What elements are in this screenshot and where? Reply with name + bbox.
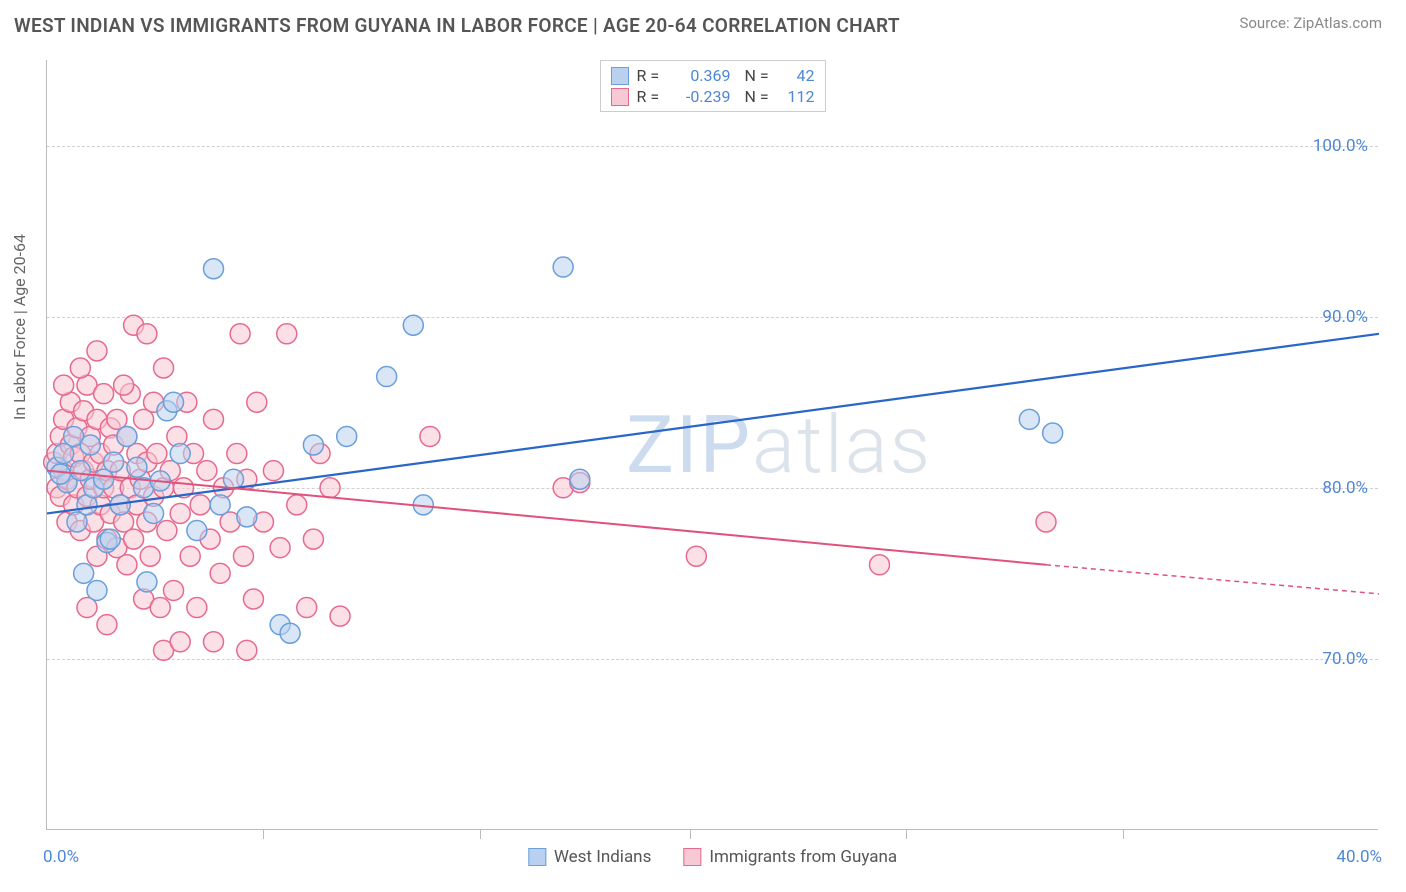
data-point <box>170 444 190 464</box>
data-point <box>1036 512 1056 532</box>
data-point <box>287 495 307 515</box>
data-point <box>87 341 107 361</box>
data-point <box>150 598 170 618</box>
legend-item-0: West Indians <box>528 847 652 867</box>
data-point <box>330 606 350 626</box>
y-axis-label: In Labor Force | Age 20-64 <box>10 234 29 420</box>
data-point <box>94 384 114 404</box>
data-point <box>87 580 107 600</box>
x-tick <box>263 829 264 839</box>
data-point <box>686 546 706 566</box>
data-point <box>280 623 300 643</box>
legend-item-1: Immigrants from Guyana <box>683 847 897 867</box>
data-point <box>237 507 257 527</box>
data-point <box>157 521 177 541</box>
data-point <box>403 315 423 335</box>
data-point <box>187 521 207 541</box>
legend-label-0: West Indians <box>554 847 652 867</box>
data-point <box>70 358 90 378</box>
data-point <box>320 478 340 498</box>
data-point <box>204 632 224 652</box>
data-point <box>124 529 144 549</box>
scatter-svg <box>47 60 1378 829</box>
data-point <box>1043 423 1063 443</box>
data-point <box>210 563 230 583</box>
data-point <box>204 259 224 279</box>
data-point <box>303 435 323 455</box>
data-point <box>170 503 190 523</box>
data-point <box>230 324 250 344</box>
data-point <box>233 546 253 566</box>
data-point <box>247 392 267 412</box>
data-point <box>377 367 397 387</box>
data-point <box>223 469 243 489</box>
data-point <box>137 324 157 344</box>
chart-header: WEST INDIAN VS IMMIGRANTS FROM GUYANA IN… <box>0 0 1406 45</box>
data-point <box>117 555 137 575</box>
data-point <box>144 503 164 523</box>
bottom-legend: West Indians Immigrants from Guyana <box>528 847 897 867</box>
x-tick-label: 0.0% <box>43 847 79 867</box>
data-point <box>337 426 357 446</box>
data-point <box>50 464 70 484</box>
data-point <box>197 461 217 481</box>
data-point <box>54 375 74 395</box>
x-tick <box>690 829 691 839</box>
data-point <box>553 257 573 277</box>
data-point <box>164 392 184 412</box>
data-point <box>870 555 890 575</box>
data-point <box>127 457 147 477</box>
data-point <box>1019 409 1039 429</box>
data-point <box>97 615 117 635</box>
data-point <box>187 598 207 618</box>
data-point <box>303 529 323 549</box>
data-point <box>270 538 290 558</box>
chart-source: Source: ZipAtlas.com <box>1239 14 1382 32</box>
data-point <box>190 495 210 515</box>
data-point <box>164 580 184 600</box>
trend-line <box>47 334 1379 514</box>
data-point <box>570 469 590 489</box>
data-point <box>263 461 283 481</box>
legend-swatch-0 <box>528 848 546 866</box>
data-point <box>237 640 257 660</box>
chart-title: WEST INDIAN VS IMMIGRANTS FROM GUYANA IN… <box>14 14 900 37</box>
x-tick <box>1123 829 1124 839</box>
data-point <box>70 461 90 481</box>
chart-plot-area: ZIPatlas R = 0.369 N = 42 R = -0.239 N =… <box>46 60 1378 830</box>
data-point <box>104 452 124 472</box>
data-point <box>80 435 100 455</box>
data-point <box>100 529 120 549</box>
data-point <box>137 572 157 592</box>
data-point <box>243 589 263 609</box>
data-point <box>117 426 137 446</box>
data-point <box>420 426 440 446</box>
data-point <box>277 324 297 344</box>
data-point <box>147 444 167 464</box>
data-point <box>114 375 134 395</box>
data-point <box>210 495 230 515</box>
legend-label-1: Immigrants from Guyana <box>709 847 897 867</box>
data-point <box>227 444 247 464</box>
data-point <box>170 632 190 652</box>
data-point <box>154 358 174 378</box>
x-tick <box>906 829 907 839</box>
data-point <box>140 546 160 566</box>
x-tick-label: 40.0% <box>1336 847 1382 867</box>
data-point <box>180 546 200 566</box>
data-point <box>204 409 224 429</box>
data-point <box>74 563 94 583</box>
legend-swatch-1 <box>683 848 701 866</box>
x-tick <box>480 829 481 839</box>
data-point <box>297 598 317 618</box>
trend-line-extrapolated <box>1046 565 1379 594</box>
